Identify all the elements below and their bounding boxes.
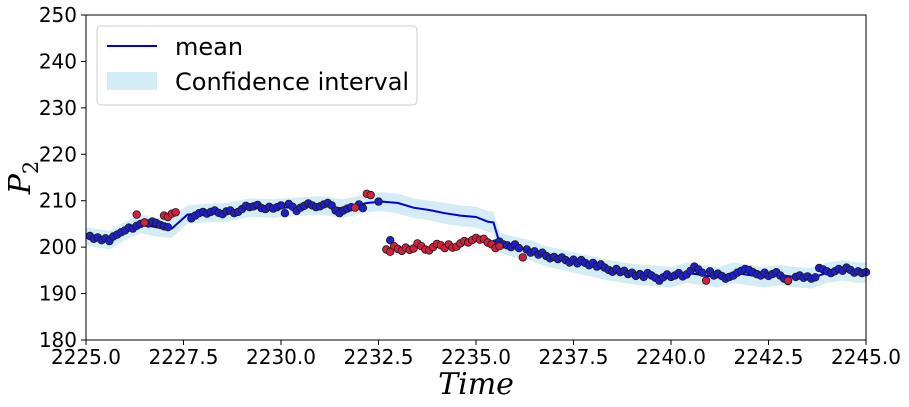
anomaly-point: [140, 218, 149, 227]
x-tick-label: 2237.5: [539, 345, 609, 369]
normal-points: [85, 197, 871, 286]
normal-point: [514, 243, 524, 253]
anomaly-point: [386, 247, 395, 256]
y-tick-label: 250: [39, 3, 77, 27]
y-tick-label: 230: [39, 96, 77, 120]
y-tick-label: 210: [39, 189, 77, 213]
anomaly-points: [132, 189, 793, 285]
legend-band-label: Confidence interval: [175, 68, 409, 96]
anomaly-point: [783, 276, 793, 285]
normal-point: [386, 235, 395, 245]
x-tick-label: 2225.0: [51, 345, 121, 369]
y-tick-label: 220: [39, 142, 77, 166]
normal-point: [698, 268, 707, 277]
normal-point: [276, 201, 286, 210]
y-tick-label: 190: [39, 282, 77, 306]
legend-band-swatch: [107, 72, 157, 90]
x-tick-label: 2230.0: [246, 345, 316, 369]
normal-point: [374, 197, 383, 206]
anomaly-point: [701, 276, 711, 285]
confidence-band: [86, 192, 866, 289]
x-tick-label: 2227.5: [149, 345, 219, 369]
legend-mean-label: mean: [175, 33, 243, 61]
plot-area: [85, 189, 871, 289]
legend-box: [96, 25, 418, 106]
anomaly-point: [350, 203, 360, 212]
normal-point: [163, 222, 173, 232]
x-tick-label: 2235.0: [441, 345, 511, 369]
anomaly-point: [171, 208, 180, 217]
y-tick-label: 240: [39, 49, 77, 73]
normal-point: [280, 208, 290, 218]
normal-point: [358, 203, 368, 213]
normal-point: [811, 273, 820, 282]
y-axis-label: P2: [3, 161, 43, 196]
anomaly-point: [132, 210, 141, 219]
anomaly-point: [518, 253, 527, 262]
anomaly-point: [366, 190, 375, 200]
axes: 2225.0 2227.5 2230.0 2232.5 2235.0 2237.5 2240…: [39, 3, 901, 369]
x-axis-label: Time: [438, 367, 514, 402]
y-axis-ticks: 180 190 200 210 220 230 240 250: [39, 3, 86, 352]
x-tick-label: 2245.0: [831, 345, 901, 369]
anomaly-point: [495, 241, 504, 251]
y-axis-label-subscript: 2: [19, 161, 43, 174]
y-tick-label: 200: [39, 235, 77, 259]
x-axis-ticks: 2225.0 2227.5 2230.0 2232.5 2235.0 2237.5 2240…: [51, 340, 901, 369]
legend: mean Confidence interval: [96, 25, 418, 106]
x-tick-label: 2240.0: [636, 345, 706, 369]
y-tick-label: 180: [39, 328, 77, 352]
y-axis-label-base: P: [3, 173, 38, 195]
x-tick-label: 2232.5: [344, 345, 414, 369]
x-tick-label: 2242.5: [734, 345, 804, 369]
